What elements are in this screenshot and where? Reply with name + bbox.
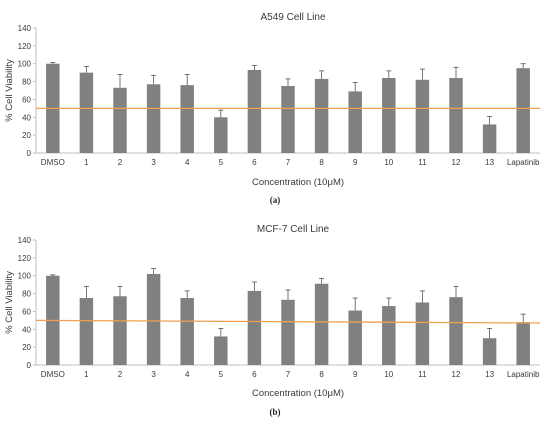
x-tick-label: 9 [353,158,358,167]
y-tick-label: 20 [22,343,31,352]
x-tick-label: Lapatinib [507,370,540,379]
x-tick-label: 8 [319,370,324,379]
x-axis-label: Concentration (10μM) [252,177,344,188]
x-tick-label: 13 [485,370,494,379]
bar-9 [348,91,362,153]
bar-6 [247,69,262,153]
chart-panel-2: MCF-7 Cell Line 0 20 40 60 80 100 120 140 % Cell … [4,224,541,417]
bar-10 [382,78,396,153]
x-tick-label: 12 [452,158,461,167]
bar-Lapatinib [516,322,530,365]
bar-6 [247,290,262,365]
x-tick-label: Lapatinib [507,158,540,167]
chart-title: A549 Cell Line [260,12,325,23]
bar-3 [146,84,161,153]
y-tick-label: 120 [18,254,32,263]
y-tick-label: 140 [18,24,32,33]
x-tick-label: 10 [384,370,393,379]
x-tick-label: 5 [219,158,224,167]
bar-7 [281,299,295,365]
y-axis-label: % Cell Viability [4,59,15,122]
x-tick-label: 7 [286,158,291,167]
y-tick-label: 120 [18,42,32,51]
x-tick-label: 1 [84,370,89,379]
bar-12 [449,297,463,365]
x-tick-label: 11 [418,158,427,167]
y-tick-label: 80 [22,290,31,299]
chart-title: MCF-7 Cell Line [257,224,330,235]
bar-4 [180,298,194,365]
bar-5 [214,336,228,365]
bar-9 [348,310,362,365]
bar-3 [146,273,161,365]
bar-1 [79,298,94,365]
chart-panel-1: A549 Cell Line 0 20 40 60 80 100 120 140 % Cell V… [4,12,540,205]
x-tick-label: 3 [151,370,156,379]
x-tick-label: 2 [118,158,123,167]
y-tick-label: 0 [27,361,32,370]
y-tick-label: 140 [18,236,32,245]
bar-11 [415,79,430,153]
bar-10 [382,306,396,365]
bar-Lapatinib [516,68,530,153]
x-tick-label: 2 [118,370,123,379]
bar-2 [113,87,127,153]
bar-8 [314,78,329,153]
y-tick-label: 100 [18,272,32,281]
reference-line [35,319,541,324]
bar-13 [482,124,497,153]
y-tick-label: 40 [22,113,31,122]
x-tick-label: 11 [418,370,427,379]
bar-1 [79,72,94,153]
bar-8 [314,283,329,365]
bar-13 [482,338,497,365]
x-tick-label: 3 [151,158,156,167]
x-tick-label: 5 [219,370,224,379]
x-axis-label: Concentration (10μM) [252,388,344,399]
bar-11 [415,302,430,365]
panel-caption: (a) [270,195,281,205]
bar-4 [180,85,194,153]
x-tick-label: 7 [286,370,291,379]
x-tick-label: 6 [252,158,257,167]
bar-5 [214,117,228,153]
x-tick-label: 8 [319,158,324,167]
x-tick-label: 12 [452,370,461,379]
bar-12 [449,78,463,153]
y-tick-label: 100 [18,60,32,69]
y-tick-label: 80 [22,78,31,87]
x-tick-label: DMSO [41,158,65,167]
x-tick-label: 13 [485,158,494,167]
y-axis-label: % Cell Viability [4,271,15,334]
x-tick-label: 6 [252,370,257,379]
y-tick-label: 60 [22,307,31,316]
x-tick-label: DMSO [41,370,65,379]
x-tick-label: 1 [84,158,89,167]
bar-7 [281,86,295,153]
x-tick-label: 4 [185,158,190,167]
x-tick-label: 4 [185,370,190,379]
y-tick-label: 20 [22,131,31,140]
bar-2 [113,296,127,365]
y-tick-label: 0 [27,149,32,158]
y-tick-label: 40 [22,325,31,334]
x-tick-label: 10 [384,158,393,167]
y-tick-label: 60 [22,95,31,104]
x-tick-label: 9 [353,370,358,379]
panel-caption: (b) [270,407,281,417]
